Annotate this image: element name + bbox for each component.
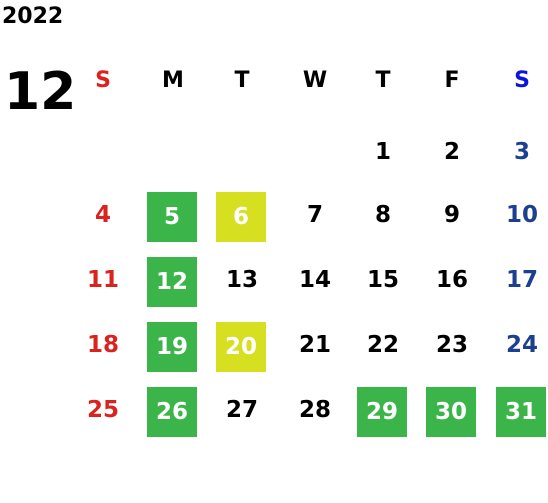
day: 23 [435,332,468,358]
highlighted-day: 12 [147,257,197,307]
weekday-label: W [302,68,328,93]
weekday-label: S [514,68,530,93]
highlighted-day: 19 [147,322,197,372]
day: 18 [86,332,119,358]
highlighted-day: 6 [216,192,266,242]
day: 28 [298,397,331,423]
highlighted-day: 30 [426,387,476,437]
highlighted-day: 26 [147,387,197,437]
weekday-label: T [375,68,391,93]
month: 12 [4,62,77,122]
day: 16 [435,267,468,293]
highlighted-day: 31 [496,387,546,437]
day: 17 [505,267,538,293]
day: 25 [86,397,119,423]
day: 15 [366,267,399,293]
day: 4 [94,202,111,228]
year: 2022 [2,4,64,29]
day: 7 [306,202,323,228]
day: 14 [298,267,331,293]
weekday-label: S [95,68,111,93]
weekday-label: M [162,68,184,93]
day: 27 [225,397,258,423]
day: 13 [225,267,258,293]
day: 2 [443,139,460,165]
highlighted-day: 5 [147,192,197,242]
day: 22 [366,332,399,358]
day: 1 [374,139,391,165]
day: 24 [505,332,538,358]
day: 3 [513,139,530,165]
day: 21 [298,332,331,358]
day: 11 [86,267,119,293]
highlighted-day: 20 [216,322,266,372]
day: 9 [443,202,460,228]
weekday-label: T [234,68,250,93]
highlighted-day: 29 [357,387,407,437]
weekday-label: F [444,68,460,93]
day: 8 [374,202,391,228]
day: 10 [505,202,538,228]
